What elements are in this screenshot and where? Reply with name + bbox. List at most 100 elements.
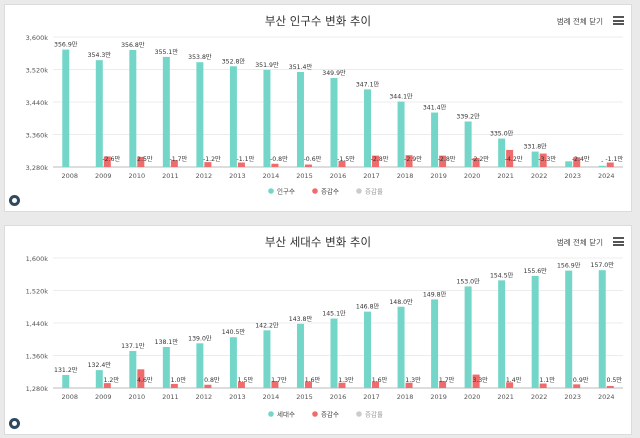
- change-value-label: -1.2만: [203, 155, 221, 163]
- bar: [330, 78, 338, 167]
- y-tick-label: 3,520k: [26, 67, 49, 75]
- change-value-label: 3.3만: [472, 376, 488, 384]
- bar: [196, 343, 204, 388]
- legend-item-2[interactable]: 증감률: [356, 188, 383, 196]
- household-chart-panel: 부산 세대수 변화 추이 범례 전체 닫기 1,600k 1,520k 1,440k…: [4, 225, 632, 435]
- change-bar: [137, 369, 145, 388]
- legend-label: 인구수: [277, 187, 295, 196]
- x-tick-label: 2011: [162, 393, 179, 401]
- change-bar: [271, 381, 279, 388]
- change-bar: [338, 382, 346, 388]
- change-value-label: 4.6만: [137, 376, 153, 384]
- y-tick-label: 3,440k: [26, 99, 49, 107]
- x-tick-label: 2011: [162, 172, 179, 180]
- x-tick-label: 2023: [564, 172, 581, 180]
- bar-value-label: 335.0만: [490, 130, 514, 138]
- legend-label: 증감률: [365, 188, 383, 196]
- x-tick-label: 2012: [196, 393, 213, 401]
- bar-value-label: 145.1만: [322, 310, 346, 318]
- legend-toggle-button[interactable]: 범례 전체 닫기: [556, 17, 603, 26]
- change-bar: [103, 156, 111, 167]
- change-bar: [170, 160, 178, 167]
- bar: [162, 346, 170, 388]
- legend-item-1[interactable]: 증감수: [312, 411, 339, 419]
- bar: [598, 165, 606, 167]
- y-tick-label: 3,600k: [26, 34, 49, 42]
- household-chart-svg: 1,600k 1,520k 1,440k 1,360k 1,280k 131.2만 2008…: [26, 255, 623, 419]
- x-tick-label: 2008: [61, 172, 78, 180]
- bar: [95, 60, 103, 167]
- logo-icon: [9, 195, 20, 206]
- bar-value-label: 347.1만: [356, 80, 380, 88]
- change-value-label: 0.8만: [204, 376, 220, 384]
- change-bar: [539, 153, 547, 167]
- logo-icon: [9, 418, 20, 429]
- change-bar: [573, 384, 581, 388]
- bar-value-label: 356.8만: [121, 41, 145, 49]
- legend-marker: [312, 188, 318, 194]
- bar-value-label: 155.6만: [523, 267, 547, 275]
- change-bar: [372, 155, 380, 167]
- change-value-label: 1.0만: [171, 376, 187, 384]
- x-tick-label: 2018: [397, 393, 414, 401]
- bar: [531, 275, 539, 388]
- change-bar: [204, 384, 212, 388]
- bar: [62, 49, 70, 167]
- change-value-label: 1.3만: [405, 376, 421, 384]
- bar: [162, 56, 170, 167]
- legend-toggle-button[interactable]: 범례 전체 닫기: [556, 238, 603, 247]
- change-bar: [304, 381, 312, 388]
- y-tick-label: 1,440k: [26, 320, 49, 328]
- bar: [296, 323, 304, 388]
- bar-value-label: 352.8만: [222, 57, 246, 65]
- population-chart-svg: 3,600k 3,520k 3,440k 3,360k 3,280k 356.9만 2008…: [26, 34, 624, 196]
- legend-item-0[interactable]: 세대수: [268, 410, 295, 419]
- change-value-label: -0.6만: [304, 155, 322, 163]
- bar: [498, 280, 506, 388]
- change-bar: [237, 381, 245, 388]
- legend-item-1[interactable]: 증감수: [312, 188, 339, 196]
- change-value-label: -2.8만: [438, 155, 456, 163]
- legend-label: 증감수: [321, 411, 339, 419]
- bar-value-label: 354.3만: [88, 51, 112, 59]
- bar-value-label: 341.4만: [423, 104, 447, 112]
- x-tick-label: 2009: [95, 172, 112, 180]
- bar: [397, 306, 405, 388]
- x-tick-label: 2010: [129, 172, 146, 180]
- bar-value-label: 349.9만: [322, 69, 346, 77]
- x-tick-label: 2010: [129, 393, 146, 401]
- bar: [565, 161, 573, 167]
- chart-title: 부산 인구수 변화 추이: [264, 14, 372, 28]
- change-value-label: -2.6만: [102, 155, 120, 163]
- bar-value-label: 351.4만: [289, 63, 313, 71]
- bar-value-label: 142.2만: [255, 321, 279, 329]
- change-value-label: 1.4만: [506, 376, 522, 384]
- legend-marker: [268, 188, 274, 194]
- legend-item-0[interactable]: 인구수: [268, 187, 295, 196]
- y-tick-label: 1,280k: [26, 385, 49, 393]
- bar-value-label: 153.0만: [456, 277, 480, 285]
- bar-value-label: 154.5만: [490, 271, 514, 279]
- change-value-label: -1.5만: [337, 155, 355, 163]
- change-bar: [170, 383, 178, 388]
- legend-marker: [268, 411, 274, 417]
- change-value-label: -0.8만: [270, 155, 288, 163]
- bar: [196, 62, 204, 167]
- x-tick-label: 2024: [598, 172, 615, 180]
- bar: [565, 270, 573, 388]
- change-value-label: -3.3만: [538, 155, 556, 163]
- legend-item-2[interactable]: 증감률: [356, 411, 383, 419]
- bar-value-label: 138.1만: [155, 338, 179, 346]
- change-bar: [506, 149, 514, 167]
- change-bar: [338, 160, 346, 167]
- bar-value-label: 139.0만: [188, 334, 212, 342]
- bar-value-label: 355.1만: [155, 48, 179, 56]
- hamburger-menu-icon[interactable]: [613, 237, 624, 246]
- bar: [464, 286, 472, 388]
- chart-title: 부산 세대수 변화 추이: [264, 235, 372, 249]
- change-value-label: 1.7만: [271, 376, 287, 384]
- bar-value-label: 344.1만: [389, 93, 413, 101]
- x-tick-label: 2012: [196, 172, 213, 180]
- hamburger-menu-icon[interactable]: [613, 16, 624, 25]
- x-tick-label: 2024: [598, 393, 615, 401]
